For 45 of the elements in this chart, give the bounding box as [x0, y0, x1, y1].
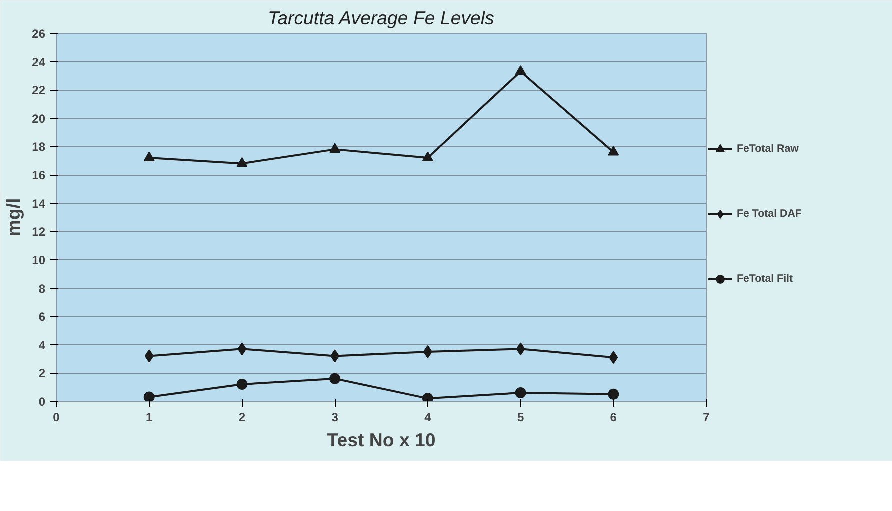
point: [516, 342, 526, 356]
y-tick-label: 8: [38, 282, 46, 296]
point: [238, 342, 247, 356]
point: [515, 388, 526, 398]
point: [236, 379, 248, 390]
point: [515, 65, 526, 76]
x-tick-label: 3: [332, 410, 339, 424]
point: [608, 146, 620, 156]
legend-label: Fe Total DAF: [737, 208, 802, 220]
y-axis-title: mg/l: [3, 198, 24, 237]
y-tick-label: 10: [32, 253, 46, 268]
x-tick-label: 5: [517, 410, 524, 424]
point: [422, 152, 434, 162]
y-tick-label: 6: [38, 310, 46, 324]
point: [609, 351, 618, 364]
y-tick-label: 26: [32, 27, 46, 41]
legend-label: FeTotal Raw: [737, 143, 799, 155]
point: [423, 345, 432, 358]
point: [144, 392, 155, 402]
y-tick-label: 24: [32, 55, 46, 70]
x-tick-label: 7: [703, 410, 710, 424]
point: [144, 152, 155, 162]
y-tick-label: 16: [32, 168, 46, 183]
x-tick-label: 2: [238, 410, 246, 424]
y-tick-label: 2: [38, 366, 46, 381]
point: [608, 388, 620, 400]
x-axis-title: Test No x 10: [327, 430, 436, 450]
y-tick-label: 14: [32, 196, 46, 211]
chart-title: Tarcutta Average Fe Levels: [268, 8, 494, 28]
y-tick-label: 20: [32, 112, 46, 126]
y-tick-label: 0: [38, 395, 46, 409]
y-tick-label: 4: [38, 338, 46, 352]
x-tick-label: 0: [53, 410, 60, 424]
point: [330, 143, 341, 153]
x-tick-label: 4: [424, 410, 432, 424]
point: [330, 373, 341, 384]
point: [144, 350, 154, 363]
y-tick-label: 12: [32, 225, 46, 240]
y-tick-label: 22: [32, 84, 46, 98]
legend-label: FeTotal Filt: [737, 273, 794, 285]
y-tick-label: 18: [32, 140, 46, 154]
x-tick-label: 6: [610, 410, 618, 424]
point: [236, 157, 248, 168]
x-tick-label: 1: [146, 410, 154, 424]
point: [330, 350, 340, 363]
